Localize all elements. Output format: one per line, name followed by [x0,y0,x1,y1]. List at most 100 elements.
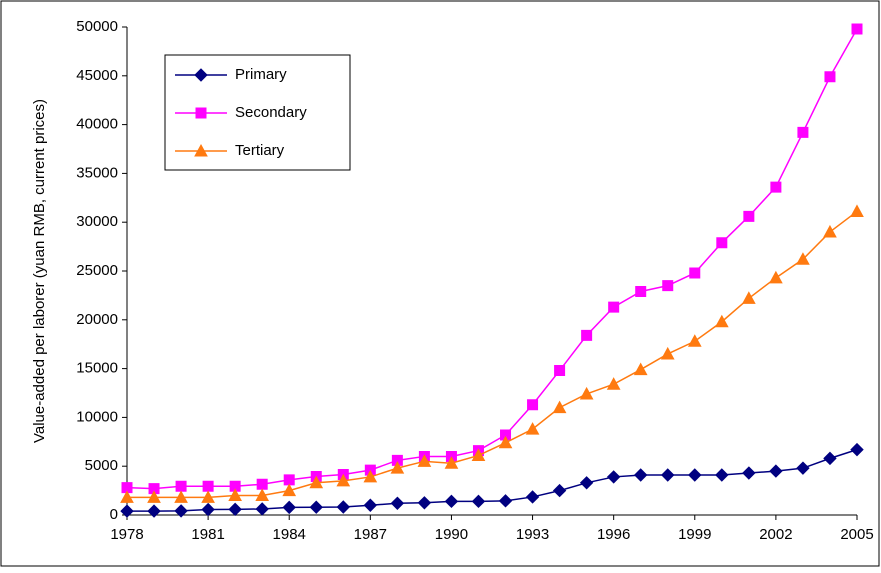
legend-marker [194,68,208,82]
data-point [716,237,728,249]
data-point [769,270,783,284]
data-point [363,469,378,483]
data-point [228,502,242,517]
series-line [127,448,858,512]
data-point [498,494,513,508]
data-point [444,456,459,469]
data-point [309,475,324,489]
data-point [579,386,594,400]
data-point [255,488,270,501]
x-tick-label: 2002 [759,526,792,543]
data-point [796,252,810,265]
data-point [148,483,160,495]
data-point [256,478,268,490]
data-point [769,464,783,478]
data-point [579,476,594,490]
data-point [201,502,215,517]
x-tick-label: 1990 [435,526,468,543]
y-tick-label: 20000 [76,311,118,328]
data-point [228,488,242,501]
data-point [363,498,378,512]
data-point [554,365,566,377]
legend-label: Secondary [235,104,307,121]
data-point [417,496,432,510]
data-point [525,490,540,504]
x-tick-label: 1981 [191,526,224,543]
data-point [229,480,241,492]
data-point [390,461,405,474]
data-point [797,126,809,138]
data-point [202,480,214,492]
data-point [471,494,486,509]
series-line [127,210,858,499]
x-tick-label: 1984 [273,526,306,543]
y-tick-label: 5000 [85,457,118,474]
x-tick-label: 1996 [597,526,630,543]
data-point [635,285,647,297]
legend-label: Primary [235,66,287,83]
y-tick-label: 40000 [76,116,118,133]
legend-label: Tertiary [235,142,285,159]
data-point [851,23,863,35]
data-point [390,496,405,510]
data-point [606,377,621,390]
data-point [688,468,702,482]
y-tick-label: 30000 [76,213,118,230]
x-tick-label: 2005 [840,526,873,543]
data-point [824,71,836,83]
data-point [823,224,837,238]
data-point [282,483,297,497]
series-line [126,28,858,490]
data-point [174,504,188,518]
data-point [525,422,540,435]
data-point [850,442,864,457]
data-point [662,280,674,292]
y-tick-label: 0 [110,506,118,523]
data-point [120,490,134,503]
y-tick-label: 10000 [76,408,118,425]
data-point [687,334,702,347]
data-point [336,473,351,487]
y-tick-label: 25000 [76,262,118,279]
data-point [581,329,593,341]
data-point [444,494,459,509]
x-tick-label: 1987 [354,526,387,543]
data-point [661,468,675,482]
data-point [689,267,701,279]
data-point [391,454,403,466]
legend-marker [194,143,208,157]
data-point [660,346,675,360]
data-point [714,314,729,328]
data-point [552,483,567,498]
data-point [633,362,648,376]
data-point [715,468,729,482]
y-tick-label: 15000 [76,360,118,377]
data-point [471,448,486,461]
data-point [120,504,134,518]
x-tick-label: 1978 [110,526,143,543]
x-tick-label: 1993 [516,526,549,543]
y-tick-label: 50000 [76,18,118,35]
data-point [309,500,323,514]
data-point [147,504,161,518]
data-point [175,480,187,492]
data-point [417,454,432,467]
data-point [174,490,188,503]
data-point [201,490,215,503]
data-point [743,210,755,222]
data-point [283,474,295,486]
data-point [742,466,756,480]
data-point [823,451,837,466]
legend-marker [195,107,207,119]
data-point [498,435,513,449]
x-tick-label: 1999 [678,526,711,543]
data-point [606,470,621,484]
data-point [633,468,648,482]
data-point [147,490,161,503]
y-tick-label: 35000 [76,164,118,181]
data-point [796,461,810,475]
data-point [255,502,269,516]
data-point [742,291,756,304]
